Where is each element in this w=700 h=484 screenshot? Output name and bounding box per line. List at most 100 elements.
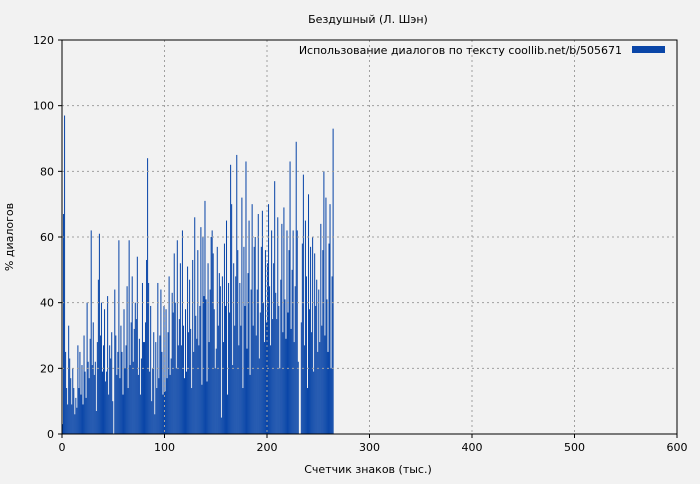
bar — [146, 259, 148, 434]
bar — [87, 361, 89, 434]
bar — [122, 394, 124, 434]
x-tick-label: 100 — [154, 441, 175, 454]
bar — [326, 299, 328, 434]
bar — [70, 378, 72, 434]
bar — [116, 374, 118, 434]
x-axis-label: Счетчик знаков (тыс.) — [304, 463, 432, 476]
bar — [256, 289, 258, 434]
bar — [282, 332, 284, 434]
bar — [185, 309, 187, 434]
bar — [139, 394, 141, 434]
bar — [118, 240, 120, 434]
bar — [232, 365, 234, 434]
bar — [172, 312, 174, 434]
bar — [108, 394, 110, 434]
bar — [229, 312, 231, 434]
bar — [164, 391, 166, 434]
bar — [160, 289, 162, 434]
bar — [130, 322, 132, 434]
bar — [154, 414, 156, 434]
bar — [220, 417, 222, 434]
bar — [233, 263, 235, 434]
bar — [324, 335, 326, 434]
legend: Использование диалогов по тексту coollib… — [299, 44, 665, 57]
bar — [244, 305, 246, 434]
bar — [114, 289, 116, 434]
bar — [212, 253, 214, 434]
bar — [182, 325, 184, 434]
bar — [142, 342, 144, 434]
bar — [148, 282, 150, 434]
bar — [246, 348, 248, 434]
bar — [194, 217, 196, 434]
bar — [215, 348, 217, 434]
bar — [309, 309, 311, 434]
bar — [328, 243, 330, 434]
bar — [304, 220, 306, 434]
bar — [111, 332, 113, 434]
bar — [217, 325, 219, 434]
bar — [101, 371, 103, 434]
y-tick-label: 80 — [40, 165, 54, 178]
bar — [104, 309, 106, 434]
bar — [200, 227, 202, 434]
bar — [179, 263, 181, 434]
bar — [147, 158, 149, 434]
bar — [109, 345, 111, 434]
bar — [132, 361, 134, 434]
bar — [301, 243, 303, 434]
bar — [254, 237, 256, 434]
bar — [125, 345, 127, 434]
bar — [95, 411, 97, 434]
bar — [73, 388, 75, 434]
bar — [112, 401, 114, 434]
bar — [153, 332, 155, 434]
bar — [216, 246, 218, 434]
bar — [189, 279, 191, 434]
bar — [285, 338, 287, 434]
bar — [270, 345, 272, 434]
bar — [163, 305, 165, 434]
bar — [260, 246, 262, 434]
bar — [274, 181, 276, 434]
bar — [140, 358, 142, 434]
grid-lines — [62, 40, 677, 434]
bar — [144, 342, 146, 434]
bar — [78, 388, 80, 434]
bar — [209, 289, 211, 434]
bar — [115, 335, 117, 434]
bar — [62, 424, 64, 434]
bar — [94, 361, 96, 434]
bar — [241, 197, 243, 434]
bar — [176, 240, 178, 434]
bar — [312, 237, 314, 434]
bar — [128, 240, 130, 434]
bar — [175, 368, 177, 434]
bar — [85, 397, 87, 434]
bar — [77, 345, 79, 434]
bar — [293, 342, 295, 434]
bar — [219, 286, 221, 434]
bar — [105, 381, 107, 434]
bar — [63, 214, 65, 434]
bar — [235, 276, 237, 434]
bar — [180, 345, 182, 434]
bar — [258, 358, 260, 434]
bar — [181, 230, 183, 434]
x-tick-label: 0 — [59, 441, 66, 454]
bar — [205, 299, 207, 434]
bar — [314, 253, 316, 434]
bar — [171, 292, 173, 434]
bar — [265, 322, 267, 434]
bar — [273, 263, 275, 434]
bar — [159, 335, 161, 434]
bar — [141, 282, 143, 434]
bar — [127, 388, 129, 434]
bar — [204, 200, 206, 434]
bar — [237, 250, 239, 434]
bar — [117, 351, 119, 434]
bar — [245, 161, 247, 435]
bar — [92, 322, 94, 434]
bar — [281, 223, 283, 434]
